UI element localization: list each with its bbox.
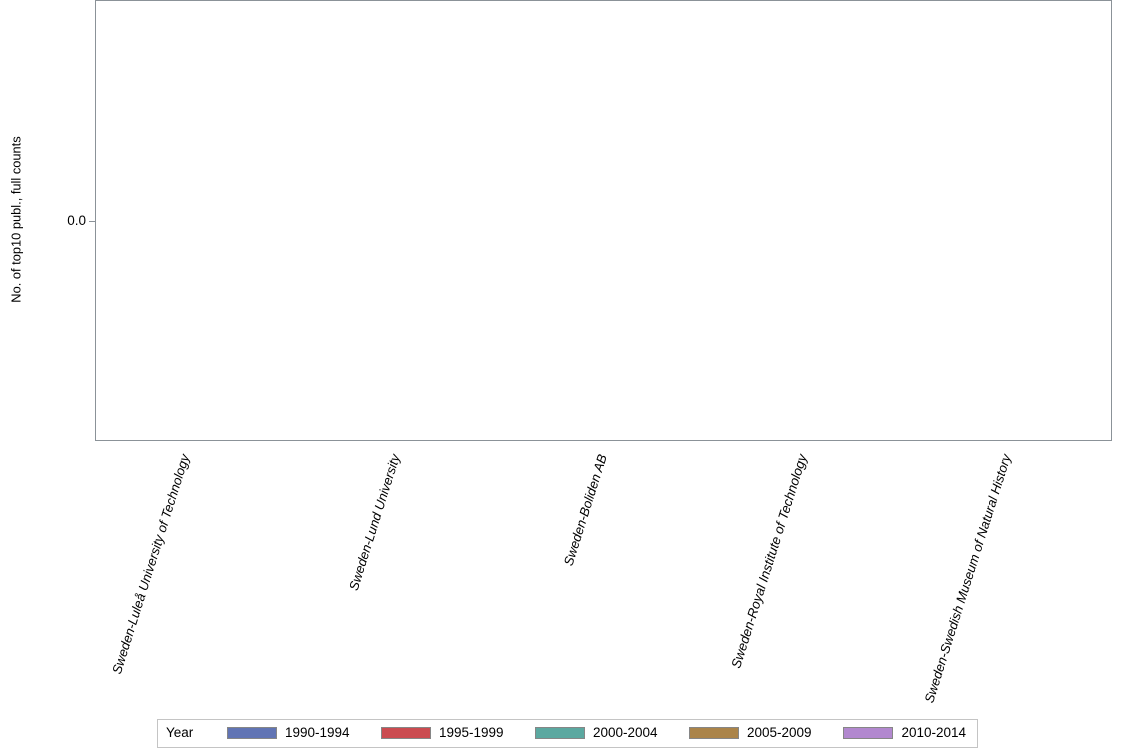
svg-text:Sweden-Boliden AB: Sweden-Boliden AB [561, 452, 610, 567]
svg-text:Sweden-Luleå University of Tec: Sweden-Luleå University of Technology [109, 451, 193, 676]
svg-text:Sweden-Swedish Museum of Natur: Sweden-Swedish Museum of Natural History [921, 451, 1014, 705]
svg-text:Sweden-Lund University: Sweden-Lund University [346, 451, 403, 592]
svg-text:Sweden-Royal Institute of Tech: Sweden-Royal Institute of Technology [728, 451, 810, 670]
